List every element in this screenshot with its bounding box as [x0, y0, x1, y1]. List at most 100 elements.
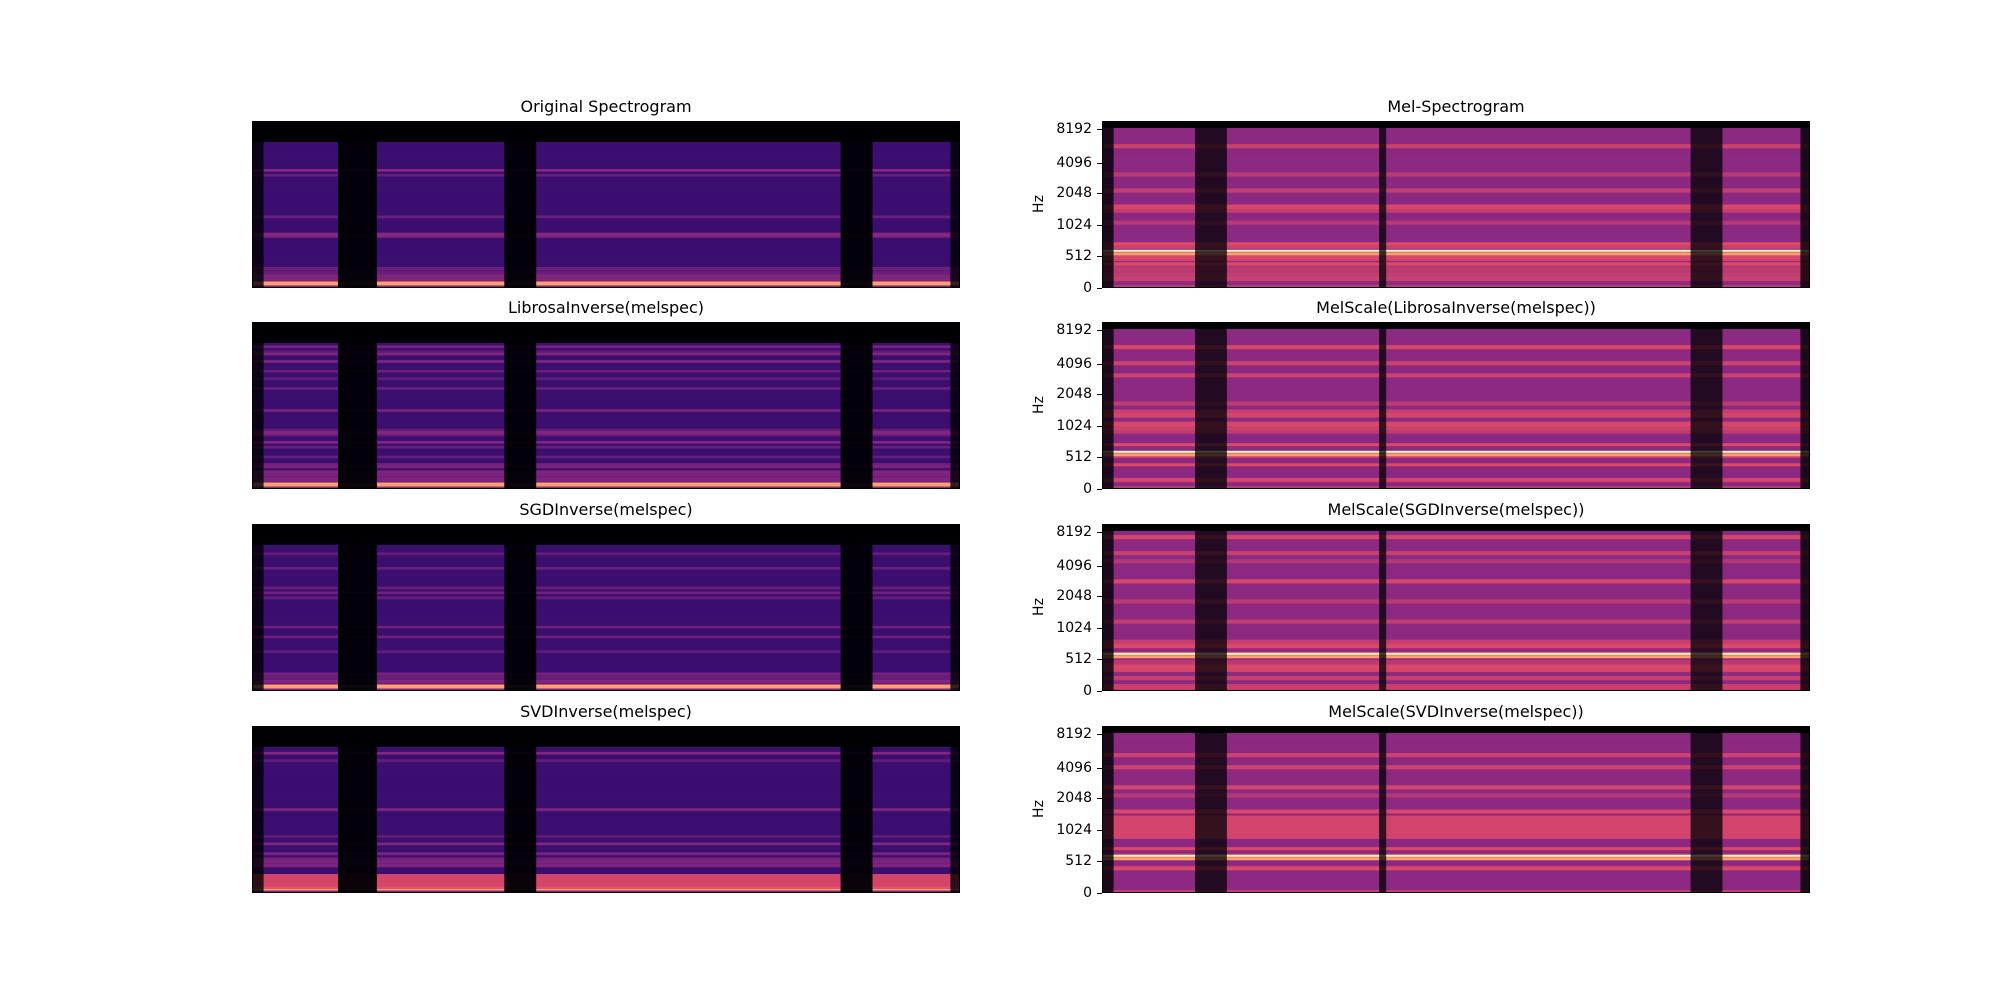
spectrogram-band: [1103, 481, 1809, 487]
spectrogram-band: [1103, 168, 1809, 173]
spectrogram-band: [253, 487, 959, 488]
y-tick-label: 2048: [1056, 789, 1092, 806]
spectrogram-band: [253, 445, 959, 449]
spectrogram-band: [1103, 627, 1809, 633]
spectrogram-band: [253, 257, 959, 261]
silent-gap: [1379, 727, 1387, 892]
spectrogram-band: [253, 835, 959, 839]
spectrogram-band: [253, 176, 959, 180]
spectrogram-band: [1103, 531, 1809, 536]
spectrogram-band: [253, 433, 959, 437]
spectrogram-band: [253, 477, 959, 481]
spectrogram-band: [253, 867, 959, 871]
spectrogram-band: [1103, 583, 1809, 588]
spectrogram-band: [253, 396, 959, 400]
spectrogram-band: [1103, 611, 1809, 616]
spectrogram-panel: SVDInverse(melspec): [252, 704, 960, 893]
spectrogram-band: [253, 854, 959, 858]
plot-area: [1102, 322, 1810, 489]
silent-gap: [338, 525, 377, 690]
silent-gap: [504, 727, 537, 892]
spectrogram-band: [1103, 272, 1809, 278]
spectrogram-band: [1103, 232, 1809, 238]
silent-gap: [950, 122, 959, 287]
y-tick-mark: [1097, 767, 1102, 769]
harmonic-line: [1103, 645, 1809, 649]
spectrogram-band: [253, 269, 959, 273]
spectrogram-band: [253, 857, 959, 861]
spectrogram-band: [253, 747, 959, 750]
spectrogram-band: [253, 146, 959, 150]
spectrogram-band: [253, 608, 959, 612]
harmonic-line: [1103, 463, 1809, 467]
silent-gap: [1195, 323, 1227, 488]
spectrogram-band: [1103, 180, 1809, 185]
y-tick-label: 512: [1065, 449, 1092, 466]
silent-gap: [253, 323, 264, 488]
panel-title: MelScale(SGDInverse(melspec)): [1327, 500, 1585, 519]
silent-gap: [1800, 323, 1809, 488]
spectrogram-band: [253, 832, 959, 836]
spectrogram-band: [1103, 208, 1809, 213]
spectrogram-band: [253, 379, 959, 383]
spectrogram-band: [253, 347, 959, 351]
harmonic-line: [1103, 854, 1809, 857]
y-tick-mark: [1097, 595, 1102, 597]
spectrogram-band: [253, 225, 959, 229]
spectrogram-band: [253, 567, 959, 570]
y-tick-label: 2048: [1056, 385, 1092, 402]
spectrogram-band: [253, 215, 959, 219]
silent-gap: [840, 122, 873, 287]
y-tick-label: 4096: [1056, 154, 1092, 171]
spectrogram-band: [253, 213, 959, 216]
spectrogram-band: [1103, 176, 1809, 181]
spectrogram-band: [1103, 152, 1809, 157]
silent-gap: [253, 122, 264, 287]
harmonic-line: [1103, 262, 1809, 266]
spectrogram-band: [1103, 236, 1809, 242]
spectrogram-band: [253, 467, 959, 471]
spectrogram-band: [253, 367, 959, 371]
spectrogram-band: [253, 208, 959, 212]
spectrogram-band: [253, 778, 959, 782]
spectrogram-band: [253, 188, 959, 192]
spectrogram-band: [253, 803, 959, 807]
spectrogram-band: [1103, 132, 1809, 137]
harmonic-line: [253, 281, 959, 286]
spectrogram-band: [1103, 837, 1809, 843]
spectrogram-panel: Mel-Spectrogram: [1102, 99, 1810, 288]
spectrogram-band: [1103, 535, 1809, 540]
spectrogram-band: [253, 384, 959, 388]
spectrogram-band: [1103, 841, 1809, 847]
spectrogram-band: [253, 423, 959, 427]
spectrogram-band: [253, 166, 959, 170]
spectrogram-band: [253, 864, 959, 868]
harmonic-line: [1103, 867, 1809, 871]
spectrogram-band: [253, 262, 959, 266]
spectrogram-band: [253, 254, 959, 258]
spectrogram-band: [1103, 264, 1809, 270]
spectrogram-band: [253, 159, 959, 163]
harmonic-line: [1103, 453, 1809, 457]
spectrogram-band: [253, 596, 959, 600]
spectrogram-band: [253, 547, 959, 551]
y-tick-mark: [1097, 192, 1102, 194]
spectrogram-band: [253, 754, 959, 758]
y-tick-mark: [1097, 224, 1102, 226]
spectrogram-band: [1103, 607, 1809, 612]
spectrogram-band: [1103, 144, 1809, 149]
spectrogram-band: [253, 559, 959, 563]
spectrogram-band: [253, 186, 959, 190]
spectrogram-band: [253, 441, 959, 444]
spectrogram-band: [1103, 567, 1809, 572]
spectrogram-band: [253, 426, 959, 430]
spectrogram-band: [253, 589, 959, 593]
spectrogram-band: [1103, 204, 1809, 209]
spectrogram-band: [253, 584, 959, 588]
spectrogram-silence-top: [253, 525, 959, 545]
harmonic-line: [253, 482, 959, 487]
spectrogram-band: [253, 142, 959, 145]
y-tick-mark: [1097, 129, 1102, 131]
plot-area: [1102, 121, 1810, 288]
y-tick-mark: [1097, 829, 1102, 831]
